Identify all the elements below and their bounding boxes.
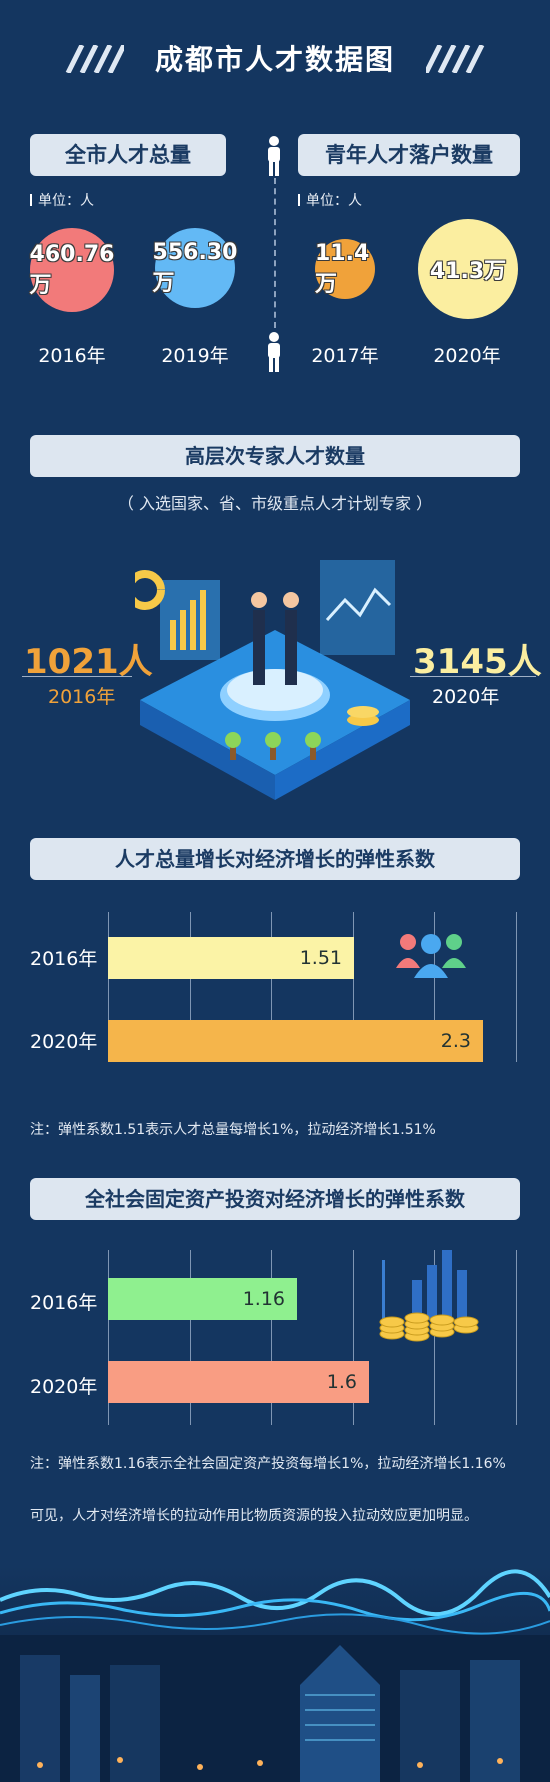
- conclusion-text: 可见，人才对经济增长的拉动作用比物质资源的投入拉动效应更加明显。: [30, 1508, 478, 1524]
- value-underline: [410, 676, 536, 677]
- expert-value-2020: 3145人: [413, 642, 542, 682]
- chart1-tick-label: 2020年: [30, 1031, 98, 1053]
- value-circle: 11.4万: [315, 239, 375, 299]
- handshake-illustration: [135, 560, 410, 800]
- page-title: 成都市人才数据图: [154, 43, 395, 76]
- chart-gridline: [190, 1250, 191, 1425]
- unit-label-left: 单位：人: [30, 190, 94, 210]
- chart1-plot: 1.51 2.3: [108, 912, 517, 1062]
- value-underline: [22, 676, 132, 677]
- chart-gridline: [516, 1250, 517, 1425]
- chart2-tick-label: 2016年: [30, 1292, 98, 1314]
- value-circle: 41.3万: [418, 219, 518, 319]
- chart-bar: 1.6: [108, 1361, 369, 1403]
- chart-bar: 1.16: [108, 1278, 297, 1320]
- expert-year-2020: 2020年: [432, 686, 500, 708]
- city-night-illustration: [0, 1565, 550, 1782]
- chart-data-label: 2.3: [440, 1030, 471, 1052]
- chart-bar: 1.51: [108, 937, 354, 979]
- unit-label-right: 单位：人: [298, 190, 362, 210]
- chart-gridline: [271, 1250, 272, 1425]
- value-circle: 460.76万: [30, 228, 114, 312]
- expert-value-2016: 1021人: [24, 642, 153, 682]
- year-label: 2016年: [38, 345, 106, 367]
- chart2-title-pill: 全社会固定资产投资对经济增长的弹性系数: [30, 1178, 520, 1220]
- chart-data-label: 1.16: [242, 1288, 285, 1310]
- people-group-icon: [396, 934, 466, 978]
- youth-settle-pill: 青年人才落户数量: [298, 134, 520, 176]
- person-icon: [268, 136, 280, 176]
- section-divider: [274, 178, 276, 328]
- chart-gridline: [190, 912, 191, 1062]
- chart2-note: 注：弹性系数1.16表示全社会固定资产投资每增长1%，拉动经济增长1.16%: [30, 1456, 506, 1472]
- chart2-plot: 1.16 1.6: [108, 1250, 517, 1425]
- year-label: 2020年: [433, 345, 501, 367]
- chart-gridline: [434, 912, 435, 1062]
- chart-bar: 2.3: [108, 1020, 483, 1062]
- chart1-note: 注：弹性系数1.51表示人才总量每增长1%，拉动经济增长1.51%: [30, 1122, 436, 1138]
- chart-gridline: [353, 1250, 354, 1425]
- year-label: 2019年: [161, 345, 229, 367]
- talent-total-pill: 全市人才总量: [30, 134, 226, 176]
- chart1-tick-label: 2016年: [30, 948, 98, 970]
- chart-gridline: [353, 912, 354, 1062]
- chart-gridline: [108, 912, 109, 1062]
- stripes-right-decoration: [426, 45, 485, 73]
- expert-year-2016: 2016年: [48, 686, 116, 708]
- value-circle: 556.30万: [153, 228, 237, 308]
- chart-gridline: [516, 912, 517, 1062]
- chart-gridline: [271, 912, 272, 1062]
- chart-gridline: [434, 1250, 435, 1425]
- expert-subtitle: （ 入选国家、省、市级重点人才计划专家 ）: [117, 494, 433, 513]
- stripes-left-decoration: [65, 45, 124, 73]
- expert-talent-pill: 高层次专家人才数量: [30, 435, 520, 477]
- chart2-tick-label: 2020年: [30, 1376, 98, 1398]
- chart-data-label: 1.51: [299, 947, 342, 969]
- coin-stack-icon: [379, 1250, 479, 1342]
- chart1-title-pill: 人才总量增长对经济增长的弹性系数: [30, 838, 520, 880]
- chart-data-label: 1.6: [326, 1371, 357, 1393]
- year-label: 2017年: [311, 345, 379, 367]
- person-icon: [268, 332, 280, 372]
- chart-gridline: [108, 1250, 109, 1425]
